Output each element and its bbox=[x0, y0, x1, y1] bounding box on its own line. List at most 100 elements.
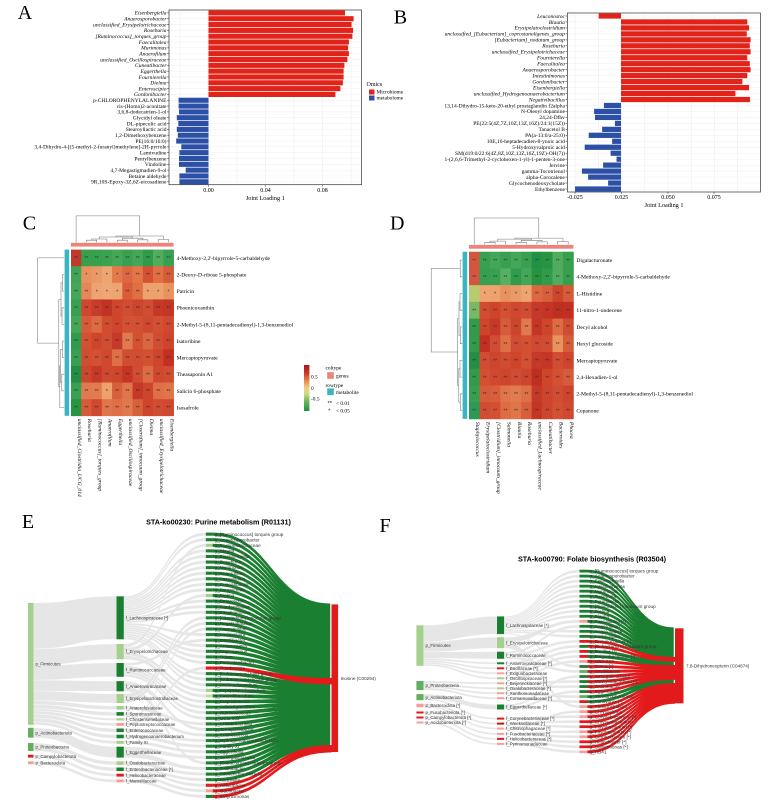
svg-text:**: ** bbox=[556, 325, 560, 331]
svg-text:**: ** bbox=[136, 323, 140, 329]
svg-text:g_[Ruminococcus] torques group: g_[Ruminococcus] torques group bbox=[590, 569, 659, 574]
svg-text:**: ** bbox=[556, 375, 560, 381]
svg-text:g_Flavobacterium [*]: g_Flavobacterium [*] bbox=[590, 724, 633, 729]
svg-text:f_Comamonadaceae [*]: f_Comamonadaceae [*] bbox=[506, 696, 552, 701]
svg-text:Theasaponin A1: Theasaponin A1 bbox=[177, 372, 214, 378]
svg-text:g_Enterococcus: g_Enterococcus bbox=[215, 733, 249, 738]
svg-text:PE(16:0/16:0): PE(16:0/16:0) bbox=[135, 138, 166, 145]
svg-text:**: ** bbox=[472, 325, 476, 331]
svg-text:g_Anaerosporobacter: g_Anaerosporobacter bbox=[215, 537, 261, 542]
svg-text:g_Klebsiella: g_Klebsiella bbox=[215, 777, 241, 782]
svg-text:**: ** bbox=[535, 325, 539, 331]
svg-text:g_Senegalimassilia: g_Senegalimassilia bbox=[215, 755, 256, 760]
svg-text:**: ** bbox=[146, 323, 150, 329]
svg-text:g_Negativibacillus: g_Negativibacillus bbox=[215, 621, 253, 626]
svg-text:f_Beijerinckiaceae [*]: f_Beijerinckiaceae [*] bbox=[506, 681, 547, 686]
svg-text:Blautia: Blautia bbox=[549, 20, 565, 26]
svg-text:p_Bacteroidota: p_Bacteroidota bbox=[36, 760, 66, 765]
svg-text:f_Peptostreptococcaceae: f_Peptostreptococcaceae bbox=[126, 722, 176, 727]
svg-text:**: ** bbox=[125, 372, 129, 378]
svg-text:A: A bbox=[18, 2, 33, 24]
svg-text:**: ** bbox=[74, 389, 78, 395]
svg-text:**: ** bbox=[95, 356, 99, 362]
svg-text:**: ** bbox=[514, 359, 518, 365]
svg-text:p_Actinobacteriota: p_Actinobacteriota bbox=[36, 730, 73, 735]
svg-text:g_Leuconostoc: g_Leuconostoc bbox=[215, 627, 247, 632]
svg-text:f_Lachnospiraceae [*]: f_Lachnospiraceae [*] bbox=[126, 615, 168, 620]
svg-text:Omics: Omics bbox=[367, 82, 383, 88]
svg-text:**: ** bbox=[74, 406, 78, 412]
svg-text:p_Firmicutes: p_Firmicutes bbox=[36, 662, 62, 667]
svg-text:g_Methylobacterium [*]: g_Methylobacterium [*] bbox=[590, 679, 638, 684]
svg-text:DL-pipecolic acid: DL-pipecolic acid bbox=[127, 121, 167, 127]
svg-text:**: ** bbox=[146, 372, 150, 378]
svg-text:g_Cuneatibacter: g_Cuneatibacter bbox=[215, 582, 250, 587]
svg-text:**: ** bbox=[328, 401, 333, 407]
svg-text:**: ** bbox=[84, 356, 88, 362]
svg-text:11-nitro-1-undecene: 11-nitro-1-undecene bbox=[576, 308, 622, 314]
svg-text:**: ** bbox=[504, 409, 508, 415]
svg-text:**: ** bbox=[524, 325, 528, 331]
svg-text:Eisenbergiella: Eisenbergiella bbox=[168, 418, 174, 452]
svg-text:**: ** bbox=[483, 325, 487, 331]
svg-text:g_Eggerthella: g_Eggerthella bbox=[215, 749, 244, 754]
svg-text:*: * bbox=[484, 292, 486, 298]
svg-text:g_Dorea: g_Dorea bbox=[215, 655, 233, 660]
svg-text:unclassified_Clostridia_UCG_01: unclassified_Clostridia_UCG_014 bbox=[76, 419, 83, 497]
svg-text:g_Hydrogenoanaerobacterium: g_Hydrogenoanaerobacterium bbox=[215, 738, 278, 743]
svg-text:Cuneatibacter: Cuneatibacter bbox=[135, 63, 167, 69]
svg-text:metabolite: metabolite bbox=[336, 390, 359, 396]
svg-text:g_Family XI: g_Family XI bbox=[215, 744, 240, 749]
svg-text:**: ** bbox=[545, 375, 549, 381]
svg-text:g_Ruminococcus [*]: g_Ruminococcus [*] bbox=[590, 639, 632, 644]
svg-text:g_Faecalibaculum: g_Faecalibaculum bbox=[215, 694, 253, 699]
svg-text:f_Fusobacteriaceae [*]: f_Fusobacteriaceae [*] bbox=[506, 732, 550, 737]
svg-text:f_Bacillaceae [*]: f_Bacillaceae [*] bbox=[506, 666, 537, 671]
svg-text:g_Murimonas: g_Murimonas bbox=[215, 565, 244, 570]
svg-text:E: E bbox=[22, 511, 34, 533]
svg-text:**: ** bbox=[167, 356, 171, 362]
svg-text:STA-ko00230: Purine metabolism: STA-ko00230: Purine metabolism (R01131) bbox=[146, 518, 291, 527]
svg-text:**: ** bbox=[105, 256, 109, 262]
svg-text:**: ** bbox=[556, 409, 560, 415]
svg-text:f_Lachnospiraceae [*]: f_Lachnospiraceae [*] bbox=[506, 623, 548, 628]
svg-text:**: ** bbox=[545, 342, 549, 348]
svg-text:Eggerthella: Eggerthella bbox=[140, 69, 167, 75]
svg-text:Phocea: Phocea bbox=[568, 421, 574, 439]
svg-text:Roseburia: Roseburia bbox=[541, 44, 565, 50]
svg-text:Erysipelatoclostridium: Erysipelatoclostridium bbox=[513, 26, 564, 32]
svg-text:g_UBA-660: g_UBA-660 bbox=[590, 659, 615, 664]
svg-text:**: ** bbox=[472, 308, 476, 314]
svg-text:g_[Eubacterium] nodatum group: g_[Eubacterium] nodatum group bbox=[215, 761, 282, 766]
svg-text:Mercaptopyruvate: Mercaptopyruvate bbox=[177, 356, 219, 362]
svg-text:Erysipelatoclostridium: Erysipelatoclostridium bbox=[485, 421, 491, 473]
svg-text:**: ** bbox=[125, 406, 129, 412]
svg-text:**: ** bbox=[146, 389, 150, 395]
svg-text:**: ** bbox=[504, 375, 508, 381]
svg-text:coltype: coltype bbox=[326, 365, 342, 371]
svg-text:**: ** bbox=[156, 406, 160, 412]
svg-text:Roseburia: Roseburia bbox=[526, 421, 532, 445]
svg-text:f_Christensenellaceae: f_Christensenellaceae bbox=[126, 717, 170, 722]
svg-text:g_Anaerostipes: g_Anaerostipes bbox=[590, 629, 623, 634]
svg-text:Anaerosporobacter: Anaerosporobacter bbox=[522, 68, 566, 74]
svg-text:*: * bbox=[168, 289, 170, 295]
svg-text:C: C bbox=[23, 213, 36, 235]
svg-text:g_Coprococcus: g_Coprococcus bbox=[215, 649, 248, 654]
svg-text:g_[Clostridium] innocuum group: g_[Clostridium] innocuum group bbox=[215, 616, 282, 621]
svg-text:**: ** bbox=[472, 275, 476, 281]
svg-text:f_Oxalobacteraceae [*]: f_Oxalobacteraceae [*] bbox=[506, 686, 551, 691]
svg-text:g_Lachnoclostridium: g_Lachnoclostridium bbox=[215, 682, 258, 687]
svg-text:**: ** bbox=[566, 308, 570, 314]
svg-text:**: ** bbox=[167, 389, 171, 395]
svg-text:**: ** bbox=[95, 306, 99, 312]
svg-text:**: ** bbox=[146, 306, 150, 312]
svg-text:**: ** bbox=[95, 406, 99, 412]
svg-text:**: ** bbox=[115, 406, 119, 412]
svg-text:f_Ruminococcaceae: f_Ruminococcaceae bbox=[506, 653, 546, 658]
svg-text:Gordonibacter: Gordonibacter bbox=[532, 79, 565, 85]
svg-text:Anaerofilum: Anaerofilum bbox=[138, 51, 166, 58]
svg-text:g_Bacillus [*]: g_Bacillus [*] bbox=[590, 649, 617, 654]
svg-text:**: ** bbox=[472, 258, 476, 264]
svg-text:**: ** bbox=[136, 339, 140, 345]
